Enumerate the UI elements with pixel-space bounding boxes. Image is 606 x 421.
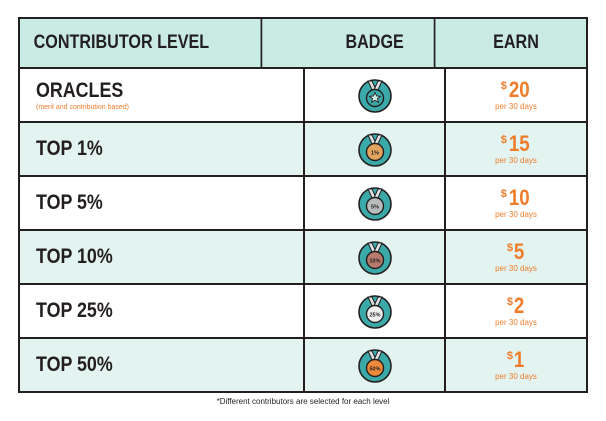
header-row: CONTRIBUTOR LEVEL BADGE EARN (20, 19, 586, 67)
badge-part (365, 358, 384, 378)
amount: 15 (508, 131, 530, 156)
badge: 25% (357, 295, 392, 329)
earn-amount: $1 (507, 349, 525, 371)
badge-part (368, 91, 381, 104)
badge: 5% (357, 187, 392, 221)
amount: 1 (513, 347, 525, 372)
level-label: TOP 50% (36, 353, 113, 376)
level-label: TOP 10% (36, 245, 113, 268)
badge-cell: 25% (305, 285, 446, 337)
badge-label: 1% (371, 151, 379, 157)
earn-cell: $20 per 30 days (446, 69, 586, 121)
badge-part (365, 304, 384, 324)
badge-cell: 10% (305, 231, 446, 283)
earn-amount: $15 (501, 133, 532, 155)
badge-cell (305, 69, 446, 121)
earn-period: per 30 days (495, 372, 537, 381)
level-cell: ORACLES (merit and contribution based) (20, 69, 305, 121)
level-cell: TOP 1% (20, 123, 305, 175)
earn-amount: $5 (507, 241, 525, 263)
earn-amount: $10 (501, 187, 532, 209)
level-label: TOP 1% (36, 137, 103, 160)
table-row: TOP 50% 50% $1 per 30 days (20, 337, 586, 391)
table: CONTRIBUTOR LEVEL BADGE EARN ORACLES (mer… (18, 17, 588, 393)
earn-period: per 30 days (495, 264, 537, 273)
earn-cell: $2 per 30 days (446, 285, 586, 337)
level-cell: TOP 50% (20, 339, 305, 391)
currency: $ (506, 296, 513, 308)
currency: $ (506, 242, 513, 254)
badge-cell: 1% (305, 123, 446, 175)
badge-label: 10% (369, 259, 380, 265)
table-row: TOP 25% 25% $2 per 30 days (20, 283, 586, 337)
level-cell: TOP 10% (20, 231, 305, 283)
level-note: (merit and contribution based) (36, 104, 129, 111)
level-cell: TOP 25% (20, 285, 305, 337)
earn-cell: $15 per 30 days (446, 123, 586, 175)
badge: 50% (357, 349, 392, 383)
badge-part (365, 196, 384, 216)
earn-period: per 30 days (495, 318, 537, 327)
header-cell: BADGE (316, 19, 436, 67)
earn-period: per 30 days (495, 156, 537, 165)
badge (357, 79, 392, 113)
currency: $ (500, 134, 507, 146)
table-row: ORACLES (merit and contribution based) $20… (20, 67, 586, 121)
badge-label: 25% (369, 313, 380, 319)
earn-period: per 30 days (495, 210, 537, 219)
badge-part (365, 250, 384, 270)
currency: $ (500, 188, 507, 200)
level-label: TOP 5% (36, 191, 103, 214)
earn-cell: $1 per 30 days (446, 339, 586, 391)
table-row: TOP 5% 5% $10 per 30 days (20, 175, 586, 229)
table-row: TOP 1% 1% $15 per 30 days (20, 121, 586, 175)
currency: $ (506, 350, 513, 362)
earn-cell: $10 per 30 days (446, 177, 586, 229)
footnote: *Different contributors are selected for… (216, 397, 390, 406)
badge-label: 50% (369, 367, 380, 373)
level-label: ORACLES (36, 79, 124, 102)
badge: 10% (357, 241, 392, 275)
badge-label: 5% (371, 205, 379, 211)
level-cell: TOP 5% (20, 177, 305, 229)
earn-amount: $2 (507, 295, 525, 317)
amount: 20 (508, 77, 530, 102)
badge-cell: 50% (305, 339, 446, 391)
amount: 10 (508, 185, 530, 210)
amount: 2 (513, 293, 525, 318)
currency: $ (500, 80, 507, 92)
level-label: TOP 25% (36, 299, 113, 322)
badge: 1% (357, 133, 392, 167)
earn-period: per 30 days (495, 102, 537, 111)
earn-amount: $20 (501, 79, 532, 101)
table-row: TOP 10% 10% $5 per 30 days (20, 229, 586, 283)
amount: 5 (513, 239, 525, 264)
header-cell: CONTRIBUTOR LEVEL (20, 19, 263, 67)
earn-cell: $5 per 30 days (446, 231, 586, 283)
badge-part (365, 142, 384, 162)
header-cell: EARN (493, 32, 539, 53)
badge-cell: 5% (305, 177, 446, 229)
